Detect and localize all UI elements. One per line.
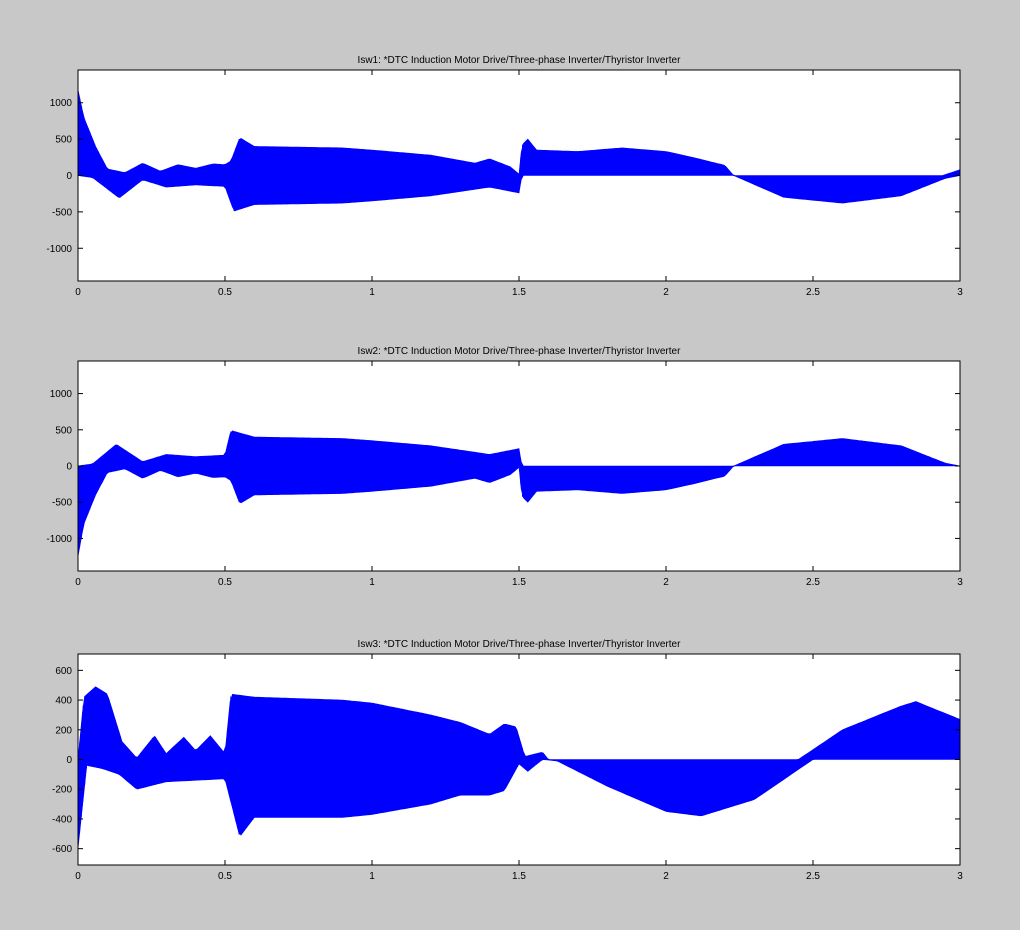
x-tick-label: 0 — [75, 577, 81, 588]
x-tick-label: 1 — [369, 871, 375, 882]
y-tick-label: 1000 — [50, 98, 73, 109]
x-tick-label: 1.5 — [512, 871, 526, 882]
x-tick-label: 2.5 — [806, 577, 820, 588]
y-tick-label: 1000 — [50, 389, 73, 400]
y-tick-label: -400 — [52, 814, 72, 825]
x-tick-label: 0 — [75, 287, 81, 298]
x-tick-label: 3 — [957, 287, 963, 298]
x-tick-label: 1 — [369, 577, 375, 588]
y-tick-label: -500 — [52, 207, 72, 218]
figure-canvas: Isw1: *DTC Induction Motor Drive/Three-p… — [6, 8, 1014, 924]
x-tick-label: 2 — [663, 577, 669, 588]
x-tick-label: 0.5 — [218, 871, 232, 882]
y-tick-label: 400 — [55, 696, 72, 707]
y-tick-label: 600 — [55, 666, 72, 677]
plot-svg: Isw1: *DTC Induction Motor Drive/Three-p… — [46, 55, 963, 882]
chart-3: Isw3: *DTC Induction Motor Drive/Three-p… — [52, 639, 963, 882]
x-tick-label: 3 — [957, 577, 963, 588]
x-tick-label: 2 — [663, 871, 669, 882]
x-tick-label: 3 — [957, 871, 963, 882]
x-tick-label: 1 — [369, 287, 375, 298]
x-tick-label: 2.5 — [806, 287, 820, 298]
y-tick-label: -500 — [52, 498, 72, 509]
y-tick-label: 500 — [55, 135, 72, 146]
y-tick-label: 0 — [66, 171, 72, 182]
y-tick-label: -1000 — [46, 534, 72, 545]
x-tick-label: 2 — [663, 287, 669, 298]
y-tick-label: -600 — [52, 844, 72, 855]
y-tick-label: -200 — [52, 785, 72, 796]
chart-2: Isw2: *DTC Induction Motor Drive/Three-p… — [46, 346, 963, 588]
switching-lines — [78, 89, 959, 212]
y-tick-label: 0 — [66, 755, 72, 766]
chart-title: Isw1: *DTC Induction Motor Drive/Three-p… — [358, 55, 682, 66]
signal-series — [78, 89, 960, 212]
chart-1: Isw1: *DTC Induction Motor Drive/Three-p… — [46, 55, 963, 298]
switching-lines — [78, 430, 959, 557]
x-tick-label: 1.5 — [512, 577, 526, 588]
x-tick-label: 0.5 — [218, 577, 232, 588]
signal-series — [78, 686, 960, 849]
y-tick-label: 200 — [55, 725, 72, 736]
y-tick-label: -1000 — [46, 244, 72, 255]
y-tick-label: 0 — [66, 462, 72, 473]
y-tick-label: 500 — [55, 425, 72, 436]
x-tick-label: 1.5 — [512, 287, 526, 298]
chart-title: Isw3: *DTC Induction Motor Drive/Three-p… — [358, 639, 682, 650]
switching-lines — [78, 687, 959, 849]
x-tick-label: 0 — [75, 871, 81, 882]
x-tick-label: 2.5 — [806, 871, 820, 882]
chart-title: Isw2: *DTC Induction Motor Drive/Three-p… — [358, 346, 682, 357]
x-tick-label: 0.5 — [218, 287, 232, 298]
